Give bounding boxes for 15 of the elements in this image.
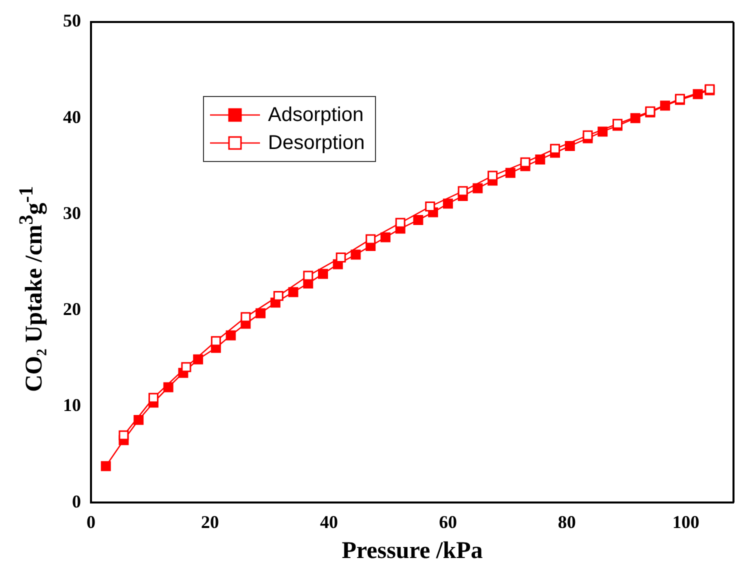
y-tick-label: 30: [63, 202, 81, 223]
x-tick-label: 80: [558, 512, 576, 532]
legend-label: Adsorption: [268, 104, 364, 126]
x-axis-title: Pressure /kPa: [342, 538, 483, 564]
y-tick-label: 40: [63, 106, 81, 127]
x-tick-label: 0: [86, 512, 96, 532]
x-tick-label: 60: [438, 512, 457, 532]
y-tick-label: 50: [63, 10, 81, 31]
x-tick-label: 40: [320, 512, 338, 532]
x-tick-label: 20: [200, 512, 219, 532]
y-tick-label: 20: [63, 299, 81, 320]
x-tick-label: 100: [672, 512, 700, 532]
y-tick-label: 0: [72, 491, 81, 512]
y-tick-label: 10: [63, 395, 81, 416]
legend-label: Desorption: [268, 132, 365, 154]
